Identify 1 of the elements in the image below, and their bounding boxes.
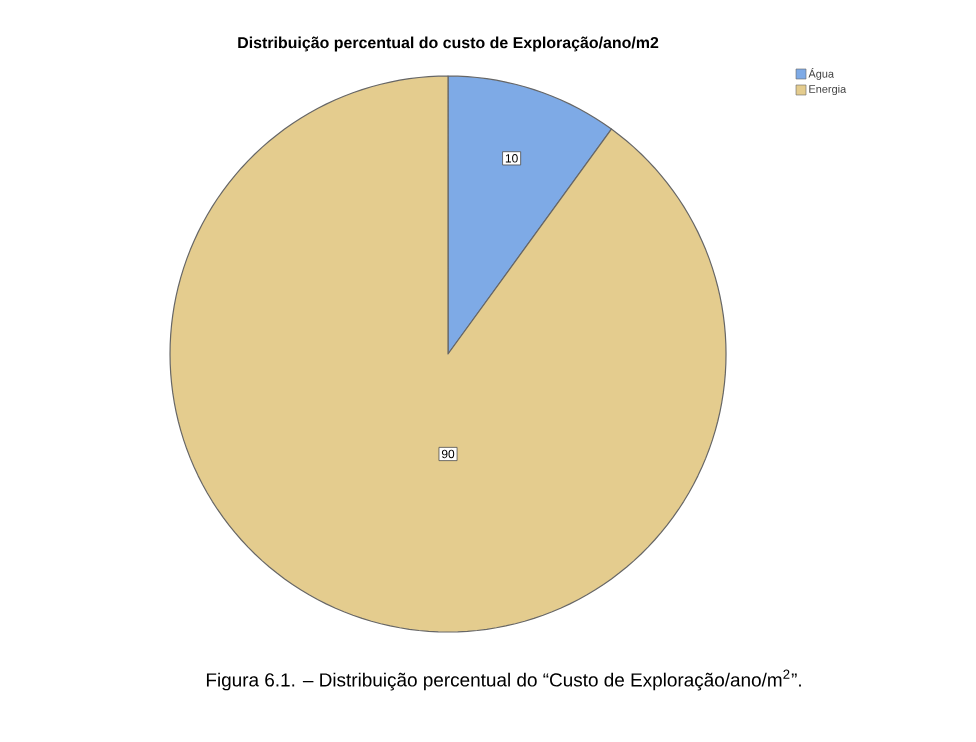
text: Figura 6.1. – Distribuição percentual do “Custo de Exploração/ano/m$^{2}$”. [206,669,801,691]
